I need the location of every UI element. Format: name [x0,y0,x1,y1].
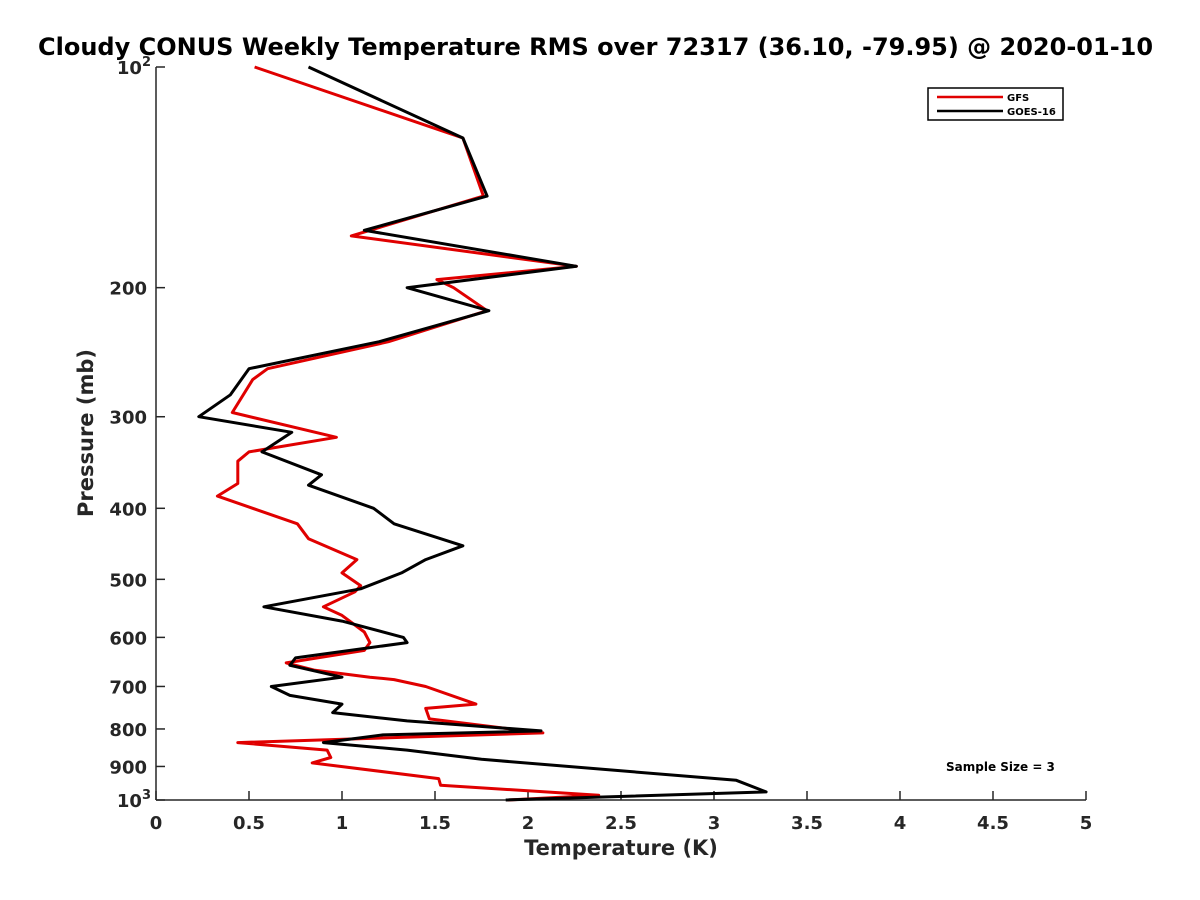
x-tick-label: 4.5 [977,813,1009,834]
x-tick-label: 1 [336,813,349,834]
legend: GFS GOES-16 [927,87,1064,121]
y-tick-label: 700 [109,677,147,698]
x-tick-label: 5 [1080,813,1093,834]
x-tick-label: 1.5 [419,813,451,834]
x-tick-label: 0 [150,813,163,834]
x-tick-label: 3 [708,813,721,834]
chart-title: Cloudy CONUS Weekly Temperature RMS over… [38,33,1153,61]
y-tick-label: 103 [117,788,151,812]
series-line-gfs [215,65,601,802]
y-tick-label: 102 [117,55,151,79]
y-tick-label: 200 [109,279,147,300]
x-tick-label: 2 [522,813,535,834]
sample-size-annotation: Sample Size = 3 [946,760,1055,774]
series-line-goes-16 [197,65,768,802]
legend-label-goes-16: GOES-16 [1007,107,1056,118]
series-lines [197,65,768,802]
x-tick-label: 4 [894,813,907,834]
y-tick-label: 600 [109,628,147,649]
x-tick-label: 2.5 [605,813,637,834]
y-axis-label: Pressure (mb) [74,349,98,517]
plot-area: 0 0.5 1 1.5 2 2.5 3 3.5 4 4.5 5 102 200 300 400 500 600… [109,55,1092,834]
y-tick-label: 300 [109,408,147,429]
y-tick-label: 800 [109,720,147,741]
x-axis-label: Temperature (K) [524,836,718,860]
x-ticks: 0 0.5 1 1.5 2 2.5 3 3.5 4 4.5 5 [150,791,1093,834]
legend-label-gfs: GFS [1007,93,1029,104]
y-tick-label: 400 [109,499,147,520]
x-tick-label: 3.5 [791,813,823,834]
y-tick-label: 500 [109,570,147,591]
y-ticks: 102 200 300 400 500 600 700 800 900 103 [109,55,165,812]
y-tick-label: 900 [109,757,147,778]
x-tick-label: 0.5 [233,813,265,834]
legend-box [927,87,1064,121]
